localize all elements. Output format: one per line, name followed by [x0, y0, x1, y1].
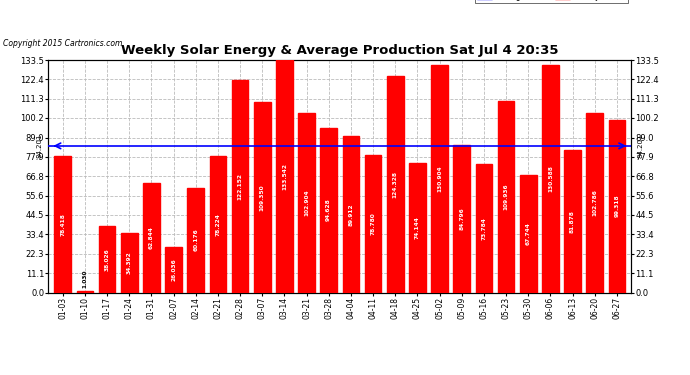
- Bar: [254, 102, 270, 292]
- Text: 94.628: 94.628: [326, 199, 331, 222]
- Text: 130.588: 130.588: [548, 165, 553, 192]
- Text: 81.878: 81.878: [570, 210, 575, 232]
- Bar: [564, 150, 581, 292]
- Text: 73.784: 73.784: [482, 217, 486, 240]
- Text: 67.744: 67.744: [526, 222, 531, 245]
- Bar: [387, 76, 404, 292]
- Bar: [520, 174, 537, 292]
- Text: 89.912: 89.912: [348, 203, 353, 225]
- Bar: [276, 60, 293, 292]
- Bar: [431, 64, 448, 292]
- Bar: [232, 80, 248, 292]
- Text: Copyright 2015 Cartronics.com: Copyright 2015 Cartronics.com: [3, 39, 123, 48]
- Bar: [165, 247, 182, 292]
- Text: 84.796: 84.796: [460, 207, 464, 230]
- Bar: [320, 128, 337, 292]
- Text: 84.201: 84.201: [638, 134, 643, 158]
- Text: 78.224: 78.224: [215, 213, 220, 236]
- Bar: [99, 226, 115, 292]
- Bar: [55, 156, 71, 292]
- Text: 84.201: 84.201: [37, 134, 42, 158]
- Text: 60.176: 60.176: [193, 229, 198, 252]
- Bar: [542, 65, 559, 292]
- Bar: [497, 101, 515, 292]
- Bar: [77, 291, 93, 292]
- Text: 34.392: 34.392: [127, 251, 132, 274]
- Bar: [210, 156, 226, 292]
- Bar: [475, 164, 492, 292]
- Text: 99.318: 99.318: [614, 195, 620, 217]
- Bar: [409, 164, 426, 292]
- Text: 109.350: 109.350: [259, 184, 265, 211]
- Text: 122.152: 122.152: [237, 172, 243, 200]
- Text: 102.904: 102.904: [304, 190, 309, 216]
- Bar: [609, 120, 625, 292]
- Bar: [143, 183, 159, 292]
- Bar: [121, 232, 137, 292]
- Bar: [188, 188, 204, 292]
- Text: 109.936: 109.936: [504, 183, 509, 210]
- Bar: [453, 145, 470, 292]
- Bar: [365, 155, 382, 292]
- Text: 124.328: 124.328: [393, 171, 397, 198]
- Text: 102.786: 102.786: [592, 189, 598, 216]
- Text: 78.418: 78.418: [60, 213, 66, 236]
- Text: 78.780: 78.780: [371, 213, 375, 235]
- Text: 133.542: 133.542: [282, 163, 287, 190]
- Bar: [298, 113, 315, 292]
- Text: 26.036: 26.036: [171, 258, 176, 281]
- Bar: [343, 136, 359, 292]
- Bar: [586, 114, 603, 292]
- Text: 130.904: 130.904: [437, 165, 442, 192]
- Legend: Average (kWh), Weekly (kWh): Average (kWh), Weekly (kWh): [475, 0, 627, 3]
- Title: Weekly Solar Energy & Average Production Sat Jul 4 20:35: Weekly Solar Energy & Average Production…: [121, 45, 559, 57]
- Text: 1.030: 1.030: [82, 270, 88, 288]
- Text: 74.144: 74.144: [415, 216, 420, 239]
- Text: 62.844: 62.844: [149, 226, 154, 249]
- Text: 38.026: 38.026: [105, 248, 110, 271]
